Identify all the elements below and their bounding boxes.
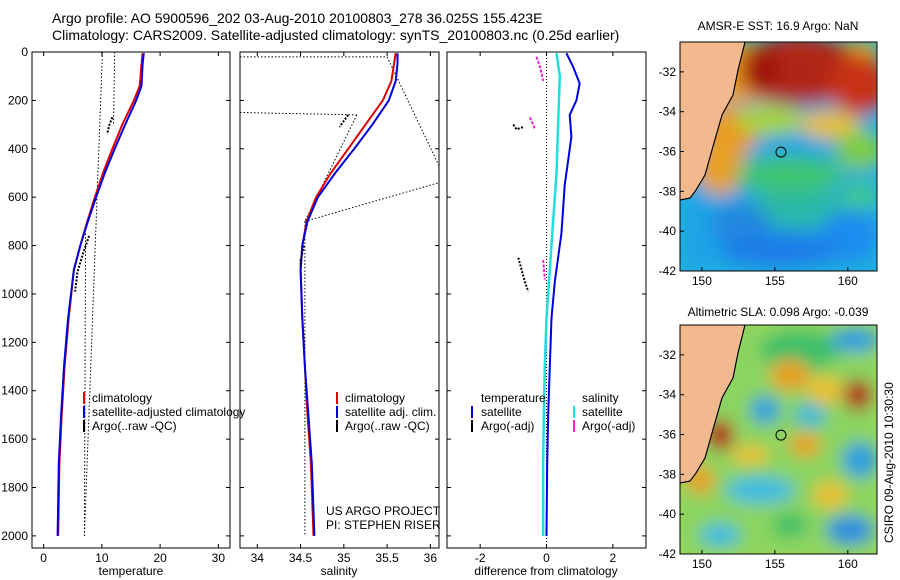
salinity-panel: 34 34.5 35 35.5 36 — [239, 51, 440, 565]
x-tick-label: 35.5 — [375, 551, 399, 565]
argo-raw-range-line — [304, 182, 440, 222]
climatology-profile-line — [299, 53, 397, 536]
legend-label-satellite: satellite-adjusted climatology — [92, 405, 245, 419]
y-tick-label: 400 — [8, 142, 28, 156]
map-y-tick-label: -34 — [659, 388, 677, 402]
legend-label-argo: Argo(..raw -QC) — [92, 419, 177, 433]
map-x-tick-label: 150 — [692, 274, 712, 288]
satellite-salinity-diff-line — [541, 53, 562, 536]
x-tick-label: 0 — [40, 551, 47, 565]
argo-position-marker — [775, 429, 787, 441]
map-x-tick-label: 160 — [838, 274, 858, 288]
argo-raw-range-line — [83, 233, 87, 536]
y-tick-label: 600 — [8, 190, 28, 204]
legend-title-temperature: temperature — [481, 391, 546, 405]
sst-map-title: AMSR-E SST: 16.9 Argo: NaN — [698, 19, 859, 33]
argo-raw-range-line — [239, 111, 357, 116]
map-y-tick-label: -36 — [659, 145, 677, 159]
argo-raw-range-line — [386, 56, 440, 166]
argo-profile-line — [299, 245, 305, 268]
difference-xlabel: difference from climatology — [474, 564, 617, 578]
map-y-tick-label: -42 — [659, 547, 677, 561]
legend-label-satellite: satellite adj. clim. — [345, 405, 436, 419]
y-tick-label: 1200 — [1, 335, 28, 349]
figure-title-line1: Argo profile: AO 5900596_202 03-Aug-2010… — [52, 10, 543, 26]
temperature-legend: climatology satellite-adjusted climatolo… — [83, 391, 245, 433]
map-y-tick-label: -34 — [659, 105, 677, 119]
y-tick-label: 1000 — [1, 287, 28, 301]
map-y-tick-label: -38 — [659, 184, 677, 198]
argo-raw-range-line — [83, 51, 103, 536]
y-tick-label: 200 — [8, 93, 28, 107]
x-tick-label: 10 — [95, 551, 109, 565]
y-tick-label: 1800 — [1, 481, 28, 495]
project-annotation-line1: US ARGO PROJECT — [326, 504, 441, 518]
temperature-xlabel: temperature — [99, 564, 164, 578]
legend-label-climatology: climatology — [345, 391, 405, 405]
map-x-tick-label: 155 — [765, 557, 785, 571]
x-tick-label: -2 — [475, 551, 486, 565]
map-y-tick-label: -32 — [659, 348, 677, 362]
sla-map-panel: 150 155 160 -32 -34 -36 -38 -40 -42 — [659, 324, 878, 571]
project-annotation-line2: PI: STEPHEN RISER — [326, 518, 441, 532]
difference-legend: temperature satellite Argo(-adj) salinit… — [471, 391, 635, 433]
map-y-tick-label: -42 — [659, 264, 677, 278]
x-tick-label: 36 — [424, 551, 438, 565]
x-tick-label: 35 — [337, 551, 351, 565]
legend-label-argo: Argo(..raw -QC) — [345, 419, 430, 433]
legend-label-satellite-temperature: satellite — [481, 405, 522, 419]
x-tick-label: 2 — [609, 551, 616, 565]
map-x-tick-label: 160 — [838, 557, 858, 571]
y-tick-label: 1600 — [1, 432, 28, 446]
map-y-tick-label: -40 — [659, 224, 677, 238]
argo-salinity-diff-line — [528, 116, 536, 130]
argo-salinity-diff-line — [542, 260, 546, 280]
legend-label-climatology: climatology — [92, 391, 152, 405]
salinity-axes-frame — [239, 51, 440, 549]
temperature-axes-frame — [31, 51, 231, 549]
argo-position-marker — [775, 146, 787, 158]
salinity-xlabel: salinity — [321, 564, 358, 578]
argo-profile-line — [74, 235, 91, 292]
argo-temperature-diff-line — [517, 257, 530, 292]
map-y-tick-label: -40 — [659, 507, 677, 521]
y-tick-label: 2000 — [1, 529, 28, 543]
argo-profile-line — [338, 114, 350, 128]
satellite-temperature-diff-line — [545, 52, 581, 536]
y-tick-label: 1400 — [1, 384, 28, 398]
argo-raw-range-line — [113, 51, 116, 125]
sst-map-panel: 150 155 160 -32 -34 -36 -38 -40 -42 — [659, 41, 878, 288]
y-tick-label: 800 — [8, 239, 28, 253]
legend-label-argo-temperature: Argo(-adj) — [481, 419, 534, 433]
map-y-tick-label: -36 — [659, 428, 677, 442]
satellite-profile-line — [56, 53, 145, 536]
legend-label-argo-salinity: Argo(-adj) — [582, 419, 635, 433]
map-x-tick-label: 150 — [692, 557, 712, 571]
map-y-tick-label: -32 — [659, 65, 677, 79]
x-tick-label: 34 — [251, 551, 265, 565]
difference-panel: -2 0 2 — [446, 51, 647, 565]
legend-title-salinity: salinity — [582, 391, 619, 405]
figure-title-line2: Climatology: CARS2009. Satellite-adjuste… — [52, 27, 620, 43]
y-tick-label: 0 — [21, 45, 28, 59]
salinity-legend: climatology satellite adj. clim. Argo(..… — [336, 391, 436, 433]
satellite-profile-line — [299, 53, 399, 536]
map-y-tick-label: -38 — [659, 467, 677, 481]
x-tick-label: 20 — [153, 551, 167, 565]
argo-profile-line — [106, 116, 114, 135]
sla-map-field — [680, 325, 877, 554]
map-x-tick-label: 155 — [765, 274, 785, 288]
side-timestamp-label: CSIRO 09-Aug-2010 10:30:30 — [882, 382, 896, 543]
x-tick-label: 34.5 — [289, 551, 313, 565]
temperature-panel: 0 10 20 30 0 200 400 600 800 1000 1200 1400 1600 1800… — [1, 45, 231, 565]
argo-salinity-diff-line — [535, 56, 545, 82]
x-tick-label: 30 — [212, 551, 226, 565]
legend-label-satellite-salinity: satellite — [582, 405, 623, 419]
x-tick-label: 0 — [543, 551, 550, 565]
argo-temperature-diff-line — [512, 124, 524, 131]
sst-map-field — [680, 42, 877, 271]
sla-map-title: Altimetric SLA: 0.098 Argo: -0.039 — [688, 305, 869, 319]
